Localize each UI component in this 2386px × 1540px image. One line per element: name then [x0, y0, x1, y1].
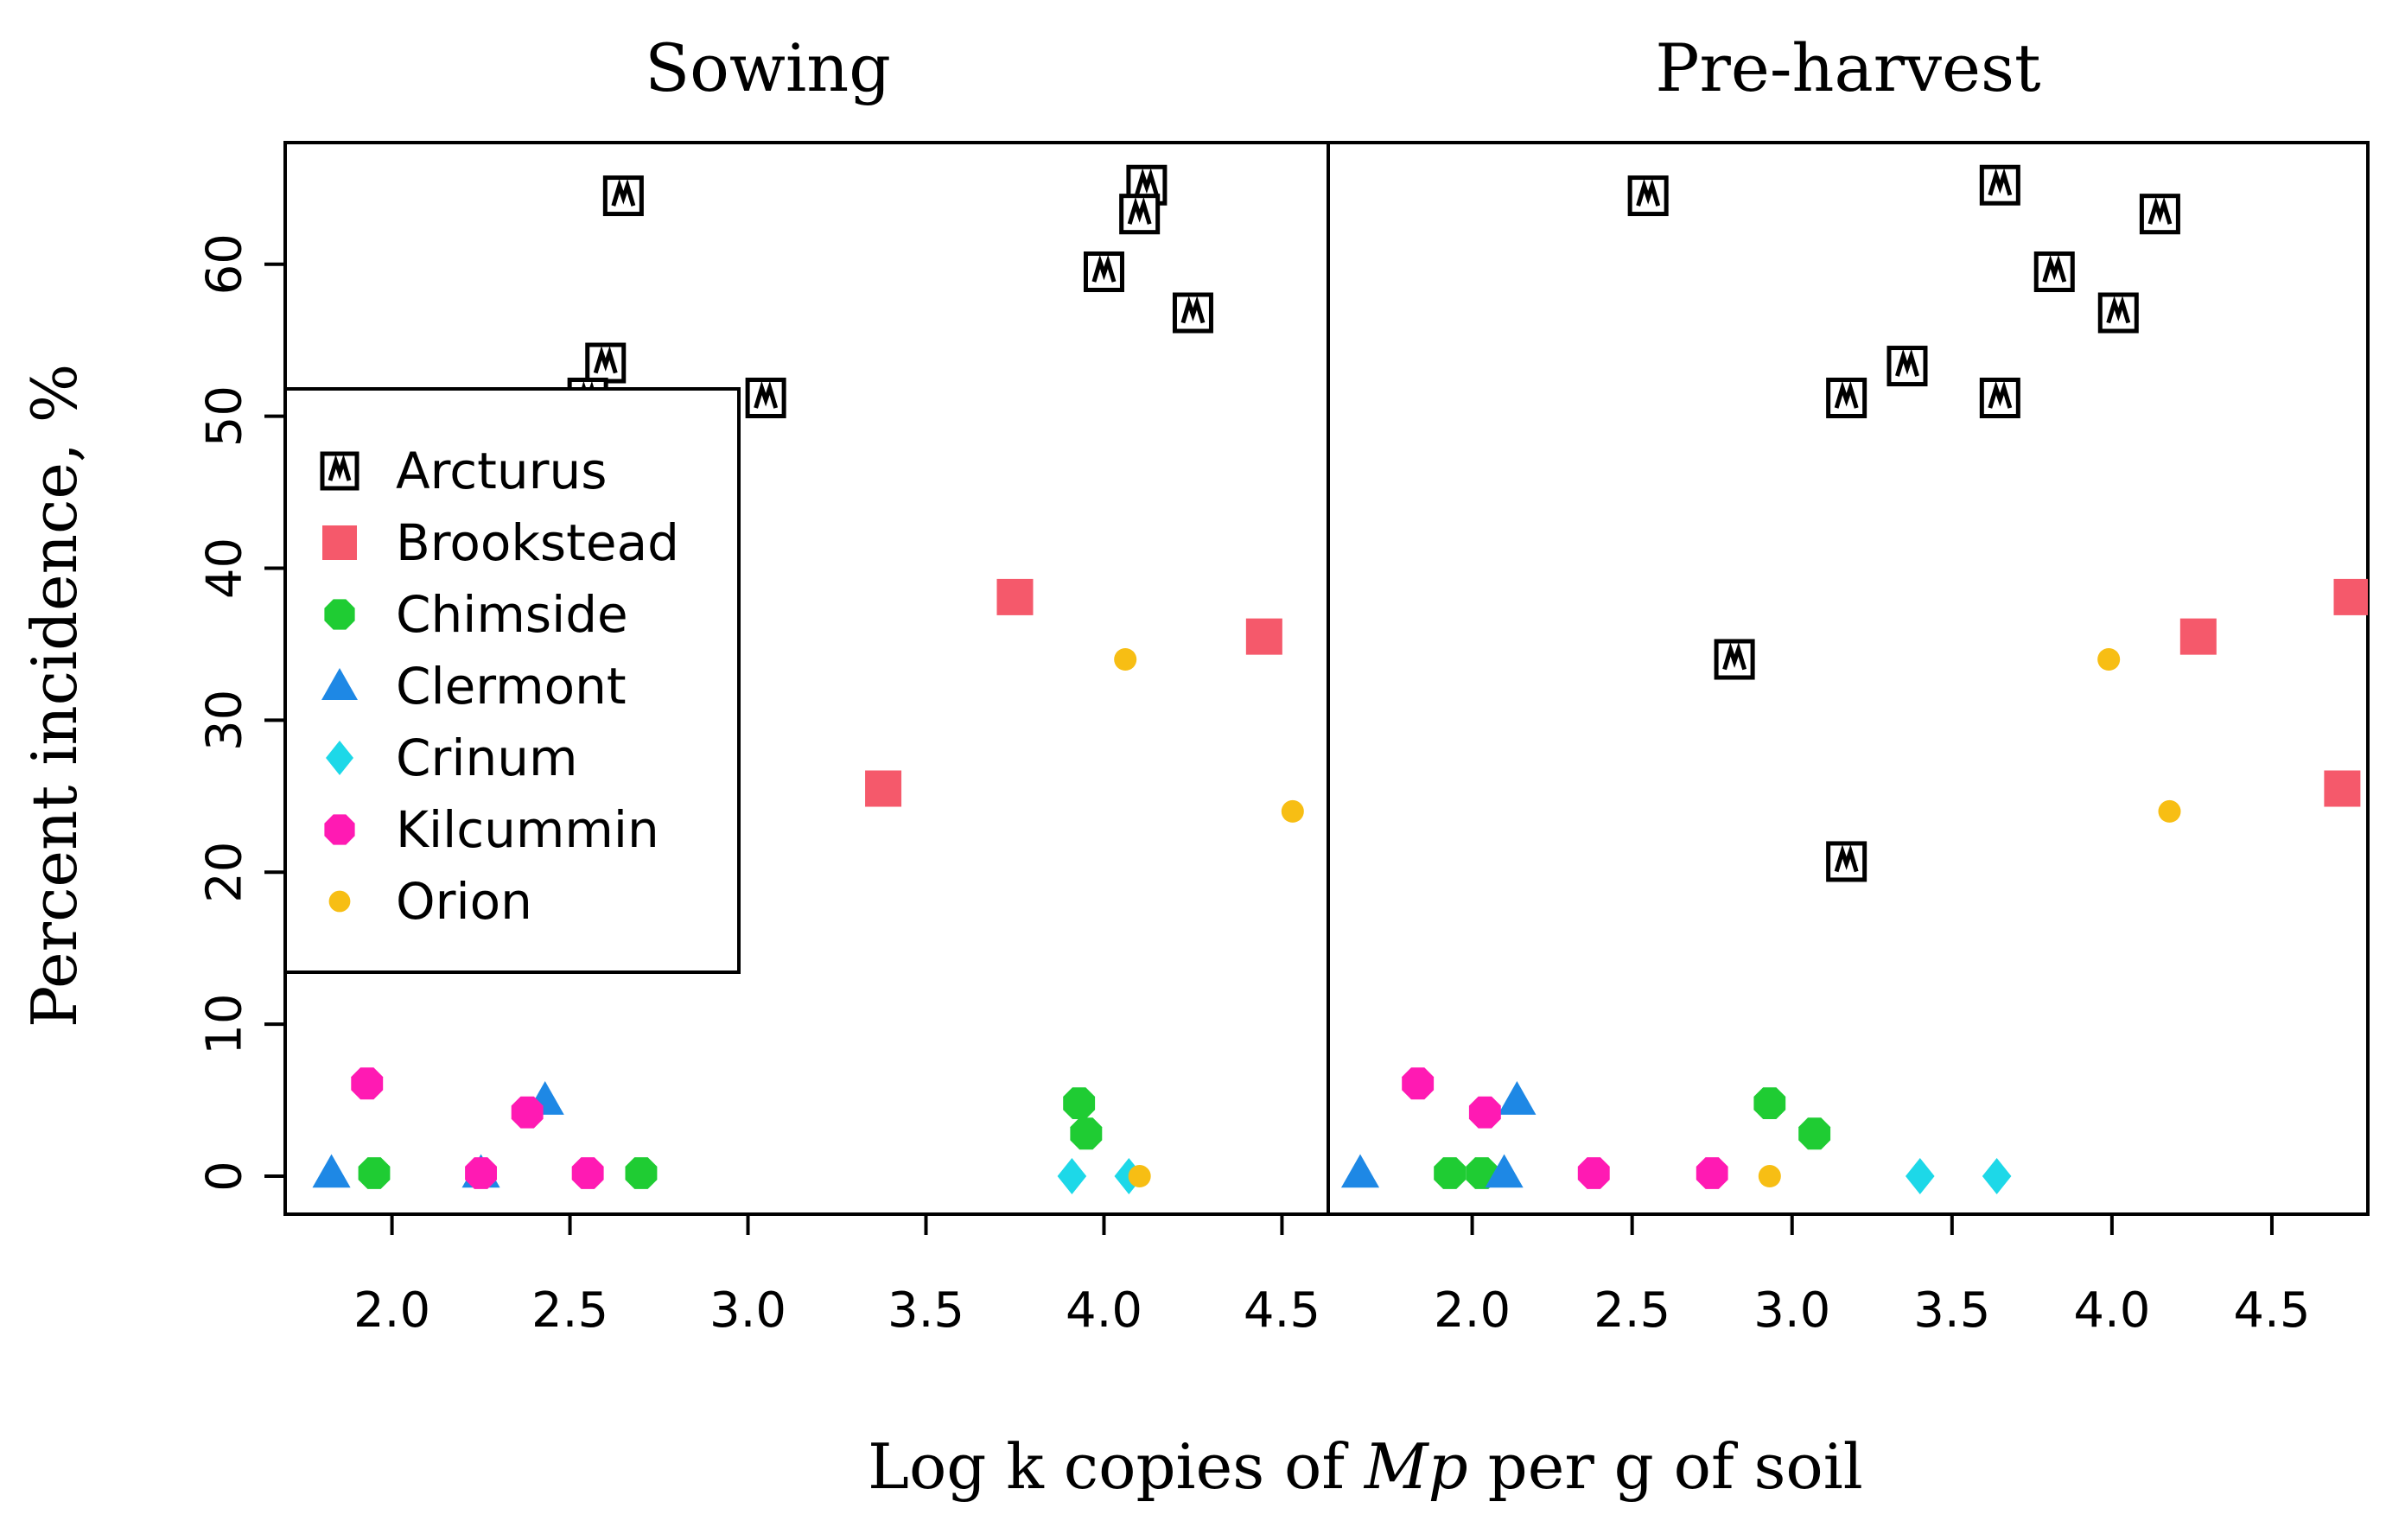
- x-tick-label: 3.5: [1913, 1282, 1990, 1339]
- data-point-crinum: [1057, 1158, 1087, 1195]
- data-point-orion: [1758, 1165, 1781, 1188]
- legend-label-crinum: Crinum: [396, 729, 577, 787]
- data-point-arcturus: [1826, 377, 1867, 418]
- x-tick-label: 2.5: [1594, 1282, 1670, 1339]
- data-point-kilcummin: [1696, 1157, 1728, 1189]
- x-axis-label: Log k copies of Mp per g of soil: [868, 1430, 1863, 1503]
- x-tick-label: 4.0: [2073, 1282, 2150, 1339]
- data-point-arcturus: [2033, 251, 2075, 293]
- x-tick-label: 4.0: [1066, 1282, 1142, 1339]
- data-point-clermont: [1498, 1081, 1537, 1115]
- panel-frame-pre-harvest: [1327, 141, 2370, 1216]
- data-point-arcturus: [1979, 377, 2020, 418]
- data-point-brookstead: [996, 578, 1034, 615]
- data-point-crinum: [1905, 1158, 1935, 1195]
- data-point-arcturus: [1979, 164, 2020, 206]
- y-axis-label: Percent incidence, %: [18, 364, 91, 1028]
- x-axis-label-prefix: Log k copies of: [868, 1430, 1365, 1503]
- data-point-orion: [1281, 799, 1304, 823]
- data-point-kilcummin: [571, 1157, 604, 1189]
- data-point-brookstead: [1245, 618, 1282, 655]
- legend-label-clermont: Clermont: [396, 657, 627, 716]
- x-tick-label: 2.0: [1434, 1282, 1511, 1339]
- y-axis: 0 10 20 30 40 50 60: [197, 233, 287, 1192]
- data-point-chimside: [1063, 1087, 1096, 1119]
- data-points: [312, 164, 2368, 1195]
- legend-label-brookstead: Brookstead: [396, 513, 679, 572]
- x-axis-label-italic: Mp: [1363, 1430, 1468, 1503]
- data-point-kilcummin: [1577, 1157, 1610, 1189]
- data-point-arcturus: [1119, 194, 1161, 235]
- legend-marker-crinum: [326, 741, 353, 775]
- legend-label-orion: Orion: [396, 872, 532, 931]
- legend-label-chimside: Chimside: [396, 585, 628, 644]
- x-axis-pre-harvest: 2.0 2.5 3.0 3.5 4.0 4.5: [1434, 1212, 2310, 1339]
- data-point-arcturus: [1826, 841, 1867, 882]
- data-point-brookstead: [865, 770, 902, 807]
- data-point-chimside: [1434, 1157, 1467, 1189]
- y-tick-label: 20: [197, 842, 253, 903]
- legend-box: [283, 387, 741, 974]
- data-point-arcturus: [2097, 292, 2139, 334]
- data-point-kilcummin: [1402, 1067, 1435, 1100]
- x-tick-label: 3.5: [888, 1282, 964, 1339]
- data-point-clermont: [312, 1154, 351, 1188]
- legend-marker-brookstead: [322, 525, 357, 560]
- panel-title-sowing: Sowing: [645, 29, 891, 106]
- x-tick-label: 3.0: [1753, 1282, 1830, 1339]
- y-tick-label: 10: [197, 994, 253, 1055]
- data-point-brookstead: [2324, 770, 2361, 807]
- data-point-brookstead: [2333, 578, 2368, 615]
- data-point-chimside: [625, 1157, 658, 1189]
- legend-marker-orion: [328, 890, 351, 913]
- legend-label-arcturus: Arcturus: [396, 442, 607, 500]
- data-point-arcturus: [2139, 194, 2180, 235]
- y-tick-label: 40: [197, 538, 253, 599]
- data-point-arcturus: [1887, 346, 1928, 387]
- x-tick-label: 2.0: [353, 1282, 430, 1339]
- y-tick-label: 0: [197, 1161, 253, 1192]
- y-tick-label: 30: [197, 690, 253, 751]
- legend: Arcturus Brookstead Chimside Clermont Crinum…: [283, 387, 741, 974]
- data-point-chimside: [1070, 1117, 1103, 1150]
- data-point-arcturus: [585, 342, 627, 384]
- legend-label-kilcummin: Kilcummin: [396, 800, 659, 859]
- data-point-arcturus: [1714, 639, 1755, 680]
- x-tick-label: 4.5: [2233, 1282, 2310, 1339]
- data-point-clermont: [1485, 1154, 1524, 1188]
- data-point-orion: [1114, 647, 1137, 671]
- x-tick-label: 2.5: [531, 1282, 608, 1339]
- data-point-arcturus: [602, 175, 644, 217]
- data-point-kilcummin: [511, 1096, 544, 1129]
- legend-marker-arcturus: [320, 451, 359, 491]
- data-point-orion: [2158, 799, 2181, 823]
- x-tick-label: 3.0: [709, 1282, 786, 1339]
- y-tick-label: 60: [197, 233, 253, 295]
- data-point-crinum: [1982, 1158, 2012, 1195]
- data-point-arcturus: [1083, 251, 1124, 293]
- data-point-arcturus: [745, 377, 786, 418]
- data-point-kilcummin: [1468, 1096, 1501, 1129]
- data-point-arcturus: [1627, 175, 1669, 217]
- data-point-clermont: [1340, 1154, 1380, 1188]
- legend-marker-chimside: [324, 599, 355, 630]
- panel-title-pre-harvest: Pre-harvest: [1655, 29, 2040, 106]
- data-point-brookstead: [2179, 618, 2217, 655]
- x-axis-sowing: 2.0 2.5 3.0 3.5 4.0 4.5: [353, 1212, 1320, 1339]
- data-point-orion: [2097, 647, 2121, 671]
- panel-points: [1340, 164, 2368, 1195]
- data-point-chimside: [358, 1157, 391, 1189]
- data-point-kilcummin: [351, 1067, 384, 1100]
- x-tick-label: 4.5: [1244, 1282, 1320, 1339]
- legend-marker-kilcummin: [324, 814, 355, 845]
- legend-marker-clermont: [321, 668, 358, 700]
- data-point-orion: [1128, 1165, 1151, 1188]
- data-point-chimside: [1798, 1117, 1831, 1150]
- data-point-kilcummin: [465, 1157, 497, 1189]
- y-tick-label: 50: [197, 385, 253, 447]
- x-axis-label-suffix: per g of soil: [1468, 1430, 1863, 1503]
- data-point-chimside: [1753, 1087, 1786, 1119]
- data-point-arcturus: [1172, 292, 1213, 334]
